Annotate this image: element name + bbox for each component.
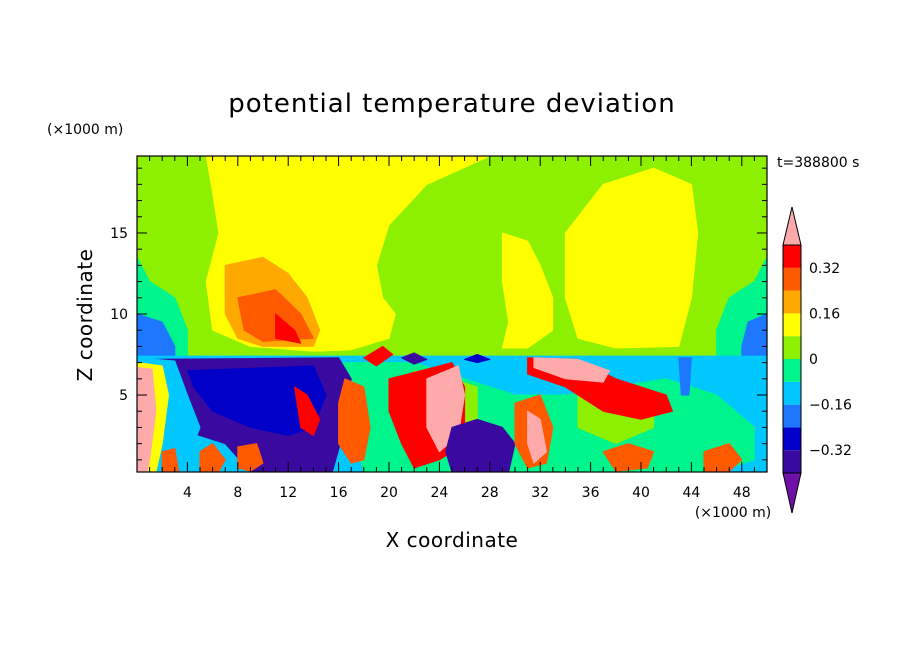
time-label: t=388800 s bbox=[777, 155, 859, 171]
x-tick-label: 32 bbox=[531, 485, 549, 501]
x-tick-label: 16 bbox=[330, 485, 348, 501]
contour-region bbox=[445, 418, 516, 472]
contour-region bbox=[741, 313, 767, 357]
colorbar-swatch bbox=[783, 245, 801, 268]
colorbar-frame bbox=[782, 244, 802, 474]
y-tick-label: 15 bbox=[110, 226, 128, 242]
colorbar-swatch bbox=[783, 404, 801, 428]
contour-region bbox=[501, 232, 554, 349]
contour-region bbox=[527, 410, 547, 464]
x-tick-label: 44 bbox=[682, 485, 700, 501]
x-tick-label: 20 bbox=[380, 485, 398, 501]
contour-region bbox=[161, 448, 180, 472]
y-tick-label: 10 bbox=[110, 307, 128, 323]
contour-region bbox=[564, 167, 699, 349]
x-axis-unit: (×1000 m) bbox=[695, 505, 771, 521]
x-tick-label: 40 bbox=[632, 485, 650, 501]
colorbar-swatch bbox=[783, 290, 801, 314]
contour-region bbox=[464, 354, 491, 364]
colorbar-label: −0.16 bbox=[809, 398, 852, 414]
y-axis-ticks: 5 10 15 bbox=[110, 167, 767, 461]
contour-plot-area bbox=[137, 156, 767, 472]
contour-region bbox=[338, 378, 371, 464]
contour-region bbox=[533, 357, 610, 383]
contour-region bbox=[678, 357, 692, 396]
x-tick-label: 48 bbox=[733, 485, 751, 501]
x-axis-ticks: 4 8 12 16 20 24 28 32 36 40 44 48 bbox=[149, 156, 755, 501]
contour-region bbox=[275, 313, 302, 344]
contour-region bbox=[137, 313, 176, 357]
colorbar-swatch bbox=[783, 359, 801, 382]
colorbar: 0.32 0.16 0 −0.16 −0.32 bbox=[782, 206, 852, 514]
x-tick-label: 4 bbox=[183, 485, 192, 501]
colorbar-swatch bbox=[783, 313, 801, 337]
x-tick-label: 28 bbox=[481, 485, 499, 501]
colorbar-swatch bbox=[783, 427, 801, 451]
x-tick-label: 24 bbox=[430, 485, 448, 501]
colorbar-swatch bbox=[783, 381, 801, 405]
contour-region bbox=[137, 367, 157, 472]
y-axis-unit: (×1000 m) bbox=[47, 122, 123, 138]
x-axis-label: X coordinate bbox=[386, 528, 519, 552]
x-tick-label: 8 bbox=[233, 485, 242, 501]
colorbar-label: −0.32 bbox=[809, 443, 852, 459]
colorbar-swatch bbox=[783, 336, 801, 359]
contour-region bbox=[294, 386, 321, 436]
contour-region bbox=[401, 352, 428, 365]
x-tick-label: 12 bbox=[279, 485, 297, 501]
colorbar-swatch bbox=[783, 267, 801, 291]
contour-region bbox=[186, 365, 327, 436]
y-tick-label: 5 bbox=[119, 388, 128, 404]
colorbar-label: 0.32 bbox=[809, 261, 840, 277]
contour-region bbox=[363, 345, 394, 367]
colorbar-min-arrow bbox=[782, 472, 802, 514]
y-axis-label: Z coordinate bbox=[73, 249, 97, 382]
colorbar-max-arrow bbox=[782, 206, 802, 246]
colorbar-swatch bbox=[783, 450, 801, 473]
colorbar-label: 0.16 bbox=[809, 306, 840, 322]
chart-title: potential temperature deviation bbox=[228, 89, 675, 119]
x-tick-label: 36 bbox=[582, 485, 600, 501]
colorbar-label: 0 bbox=[809, 352, 818, 368]
